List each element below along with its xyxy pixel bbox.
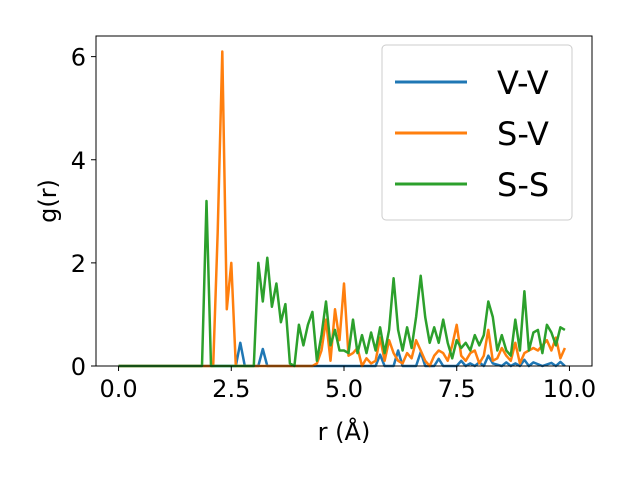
x-tick-label: 5.0	[325, 375, 363, 403]
series-line-s-s	[118, 199, 566, 368]
series-line-s-v	[118, 50, 567, 368]
legend-label-s-v: S-V	[497, 115, 549, 153]
legend-box	[381, 44, 573, 221]
y-axis-label: g(r)	[34, 179, 62, 223]
x-axis-label: r (Å)	[318, 417, 371, 446]
y-axis: 0 2 4 6	[71, 44, 96, 381]
y-tick-label: 2	[71, 250, 86, 278]
x-tick-label: 0.0	[99, 375, 137, 403]
y-tick-label: 0	[71, 353, 86, 381]
y-tick-label: 6	[71, 44, 86, 72]
y-tick-label: 4	[71, 147, 86, 175]
legend-label-v-v: V-V	[497, 64, 549, 102]
x-tick-label: 10.0	[543, 375, 596, 403]
x-tick-label: 2.5	[212, 375, 250, 403]
x-axis: 0.0 2.5 5.0 7.5 10.0	[99, 366, 596, 403]
legend: V-V S-V S-S	[381, 44, 573, 221]
legend-label-s-s: S-S	[497, 166, 549, 204]
x-tick-label: 7.5	[438, 375, 476, 403]
